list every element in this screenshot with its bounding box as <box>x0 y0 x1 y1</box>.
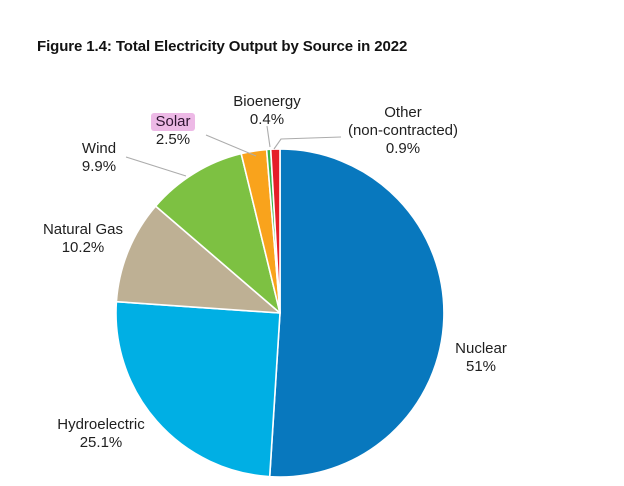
slice-label-name: Wind <box>81 140 117 157</box>
pie-slice-nuclear <box>268 148 445 478</box>
slice-label-value: 10.2% <box>61 239 105 256</box>
leader-lines <box>125 125 342 177</box>
slice-label-bioenergy: Bioenergy 0.4% <box>207 93 327 129</box>
slice-label-name: Natural Gas <box>42 221 124 238</box>
slice-label-name: Other <box>384 104 422 121</box>
slice-label-value: 51% <box>465 358 497 375</box>
slice-label-name: Nuclear <box>455 340 507 357</box>
slice-label-subname: (non-contracted) <box>347 122 459 139</box>
slice-label-natural-gas: Natural Gas 10.2% <box>28 221 138 257</box>
slice-label-value: 2.5% <box>155 131 191 148</box>
slice-label-value: 0.9% <box>385 140 421 157</box>
figure-title: Figure 1.4: Total Electricity Output by … <box>37 38 408 55</box>
leader-line-wind <box>125 156 187 177</box>
leader-line-solar <box>205 134 257 157</box>
pie-slice-hydroelectric <box>115 300 281 478</box>
slice-label-value: 25.1% <box>79 434 123 451</box>
pie-slice-wind <box>154 152 281 314</box>
slice-label-other: Other (non-contracted) 0.9% <box>327 104 479 158</box>
slice-label-name: Bioenergy <box>233 93 301 110</box>
slice-label-value: 0.4% <box>249 111 285 128</box>
slice-label-hydroelectric: Hydroelectric 25.1% <box>36 416 166 452</box>
slice-label-solar: Solar 2.5% <box>133 113 213 149</box>
slice-label-wind: Wind 9.9% <box>59 140 139 176</box>
leader-line-other <box>273 136 342 150</box>
leader-line-bioenergy <box>266 125 271 148</box>
pie-slice-other <box>269 148 281 314</box>
slice-label-value: 9.9% <box>81 158 117 175</box>
slice-label-nuclear: Nuclear 51% <box>441 340 521 376</box>
solar-highlight: Solar <box>151 113 195 131</box>
slice-label-name: Hydroelectric <box>57 416 145 433</box>
pie-slices <box>115 148 445 478</box>
pie-slice-natural-gas <box>115 205 281 314</box>
